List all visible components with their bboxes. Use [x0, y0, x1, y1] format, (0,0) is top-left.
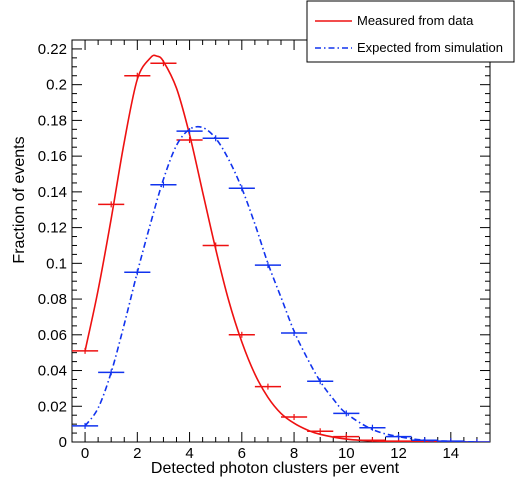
- plot-area: 0 0.02 0.04 0.06 0.08 0.1 0.12 0.14 0.16 0.18 0.2 0…: [38, 39, 491, 462]
- x-tick-label: 2: [133, 445, 141, 462]
- series-curve-0: [84, 54, 477, 442]
- x-tick-label: 12: [390, 445, 407, 462]
- legend-label-measured: Measured from data: [357, 13, 474, 28]
- x-tick-label: 4: [185, 445, 193, 462]
- y-tick-label: 0.08: [38, 291, 67, 308]
- y-tick-label: 0.06: [38, 327, 67, 344]
- y-tick-label: 0.22: [38, 41, 67, 58]
- y-axis-title: Fraction of events: [11, 136, 28, 263]
- y-tick-label: 0.18: [38, 112, 67, 129]
- x-tick-label: 6: [238, 445, 246, 462]
- x-axis-title: Detected photon clusters per event: [151, 460, 400, 477]
- legend-box: [306, 0, 515, 63]
- x-tick-label: 8: [290, 445, 298, 462]
- series-layer: [72, 54, 490, 442]
- axes: 0 0.02 0.04 0.06 0.08 0.1 0.12 0.14 0.16 0.18 0.2 0…: [38, 40, 490, 462]
- y-tick-label: 0.14: [38, 184, 67, 201]
- x-tick-label: 10: [338, 445, 355, 462]
- y-tick-label: 0.12: [38, 220, 67, 237]
- y-tick-label: 0.2: [46, 77, 67, 94]
- series-curve-1: [84, 125, 477, 442]
- plot-frame: [71, 39, 491, 443]
- x-tick-label: 14: [442, 445, 459, 462]
- y-tick-label: 0.1: [46, 255, 67, 272]
- y-tick-label: 0.16: [38, 148, 67, 165]
- legend: Measured from data Expected from simulat…: [306, 0, 515, 63]
- y-tick-label: 0: [59, 434, 67, 451]
- y-tick-label: 0.04: [38, 363, 67, 380]
- x-tick-label: 0: [81, 445, 89, 462]
- legend-label-simulation: Expected from simulation: [357, 40, 503, 55]
- y-tick-label: 0.02: [38, 398, 67, 415]
